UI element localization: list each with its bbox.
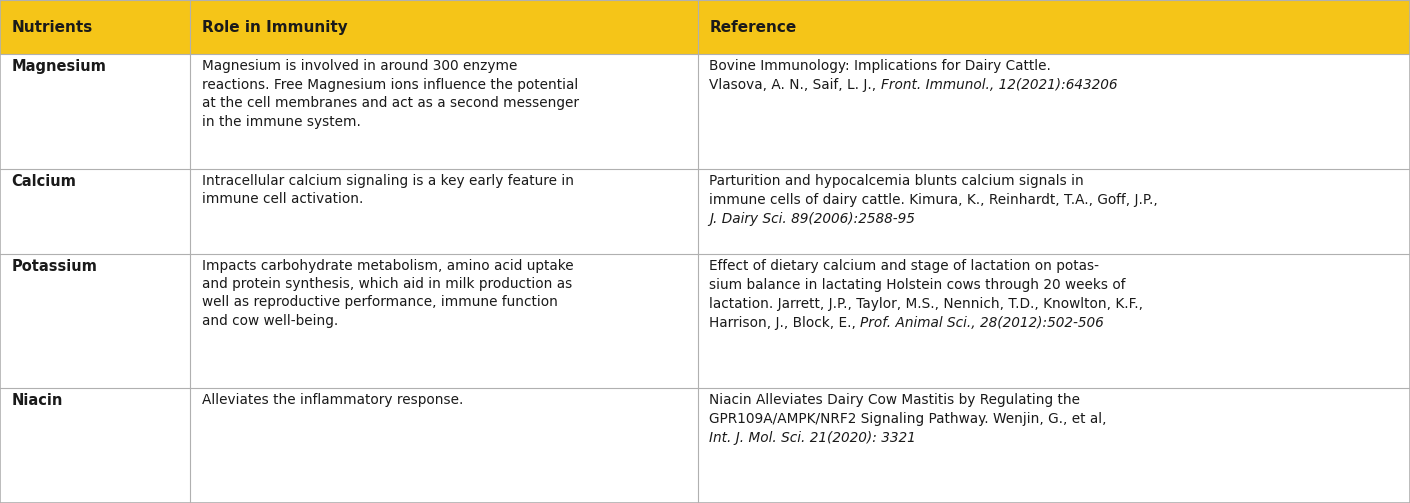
Text: Magnesium is involved in around 300 enzyme
reactions. Free Magnesium ions influe: Magnesium is involved in around 300 enzy… xyxy=(202,59,578,129)
Bar xyxy=(0,169,1410,254)
Text: Parturition and hypocalcemia blunts calcium signals in: Parturition and hypocalcemia blunts calc… xyxy=(709,174,1084,188)
Text: Effect of dietary calcium and stage of lactation on potas-: Effect of dietary calcium and stage of l… xyxy=(709,259,1100,273)
Text: Front. Immunol., 12(2021):643206: Front. Immunol., 12(2021):643206 xyxy=(881,78,1117,93)
Text: Potassium: Potassium xyxy=(11,259,97,274)
Text: Role in Immunity: Role in Immunity xyxy=(202,20,347,35)
Text: Int. J. Mol. Sci. 21(2020): 3321: Int. J. Mol. Sci. 21(2020): 3321 xyxy=(709,432,916,446)
Text: Intracellular calcium signaling is a key early feature in
immune cell activation: Intracellular calcium signaling is a key… xyxy=(202,174,574,206)
Text: lactation. Jarrett, J.P., Taylor, M.S., Nennich, T.D., Knowlton, K.F.,: lactation. Jarrett, J.P., Taylor, M.S., … xyxy=(709,297,1144,311)
Text: Vlasova, A. N., Saif, L. J.,: Vlasova, A. N., Saif, L. J., xyxy=(709,78,881,93)
Text: Impacts carbohydrate metabolism, amino acid uptake
and protein synthesis, which : Impacts carbohydrate metabolism, amino a… xyxy=(202,259,574,328)
Text: Calcium: Calcium xyxy=(11,174,76,189)
Bar xyxy=(0,388,1410,503)
Text: Nutrients: Nutrients xyxy=(11,20,93,35)
Text: Magnesium: Magnesium xyxy=(11,59,106,74)
Bar xyxy=(0,254,1410,388)
Text: J. Dairy Sci. 89(2006):2588-95: J. Dairy Sci. 89(2006):2588-95 xyxy=(709,212,915,226)
Bar xyxy=(0,54,1410,169)
Text: Bovine Immunology: Implications for Dairy Cattle.: Bovine Immunology: Implications for Dair… xyxy=(709,59,1050,73)
Text: Niacin: Niacin xyxy=(11,393,62,408)
Text: immune cells of dairy cattle. Kimura, K., Reinhardt, T.A., Goff, J.P.,: immune cells of dairy cattle. Kimura, K.… xyxy=(709,193,1158,207)
Text: sium balance in lactating Holstein cows through 20 weeks of: sium balance in lactating Holstein cows … xyxy=(709,278,1125,292)
Text: Alleviates the inflammatory response.: Alleviates the inflammatory response. xyxy=(202,393,462,407)
Text: Prof. Animal Sci., 28(2012):502-506: Prof. Animal Sci., 28(2012):502-506 xyxy=(860,316,1104,329)
Bar xyxy=(0,0,1410,54)
Text: Harrison, J., Block, E.,: Harrison, J., Block, E., xyxy=(709,316,860,329)
Text: Reference: Reference xyxy=(709,20,797,35)
Text: GPR109A/AMPK/NRF2 Signaling Pathway. Wenjin, G., et al,: GPR109A/AMPK/NRF2 Signaling Pathway. Wen… xyxy=(709,412,1107,427)
Text: Niacin Alleviates Dairy Cow Mastitis by Regulating the: Niacin Alleviates Dairy Cow Mastitis by … xyxy=(709,393,1080,407)
